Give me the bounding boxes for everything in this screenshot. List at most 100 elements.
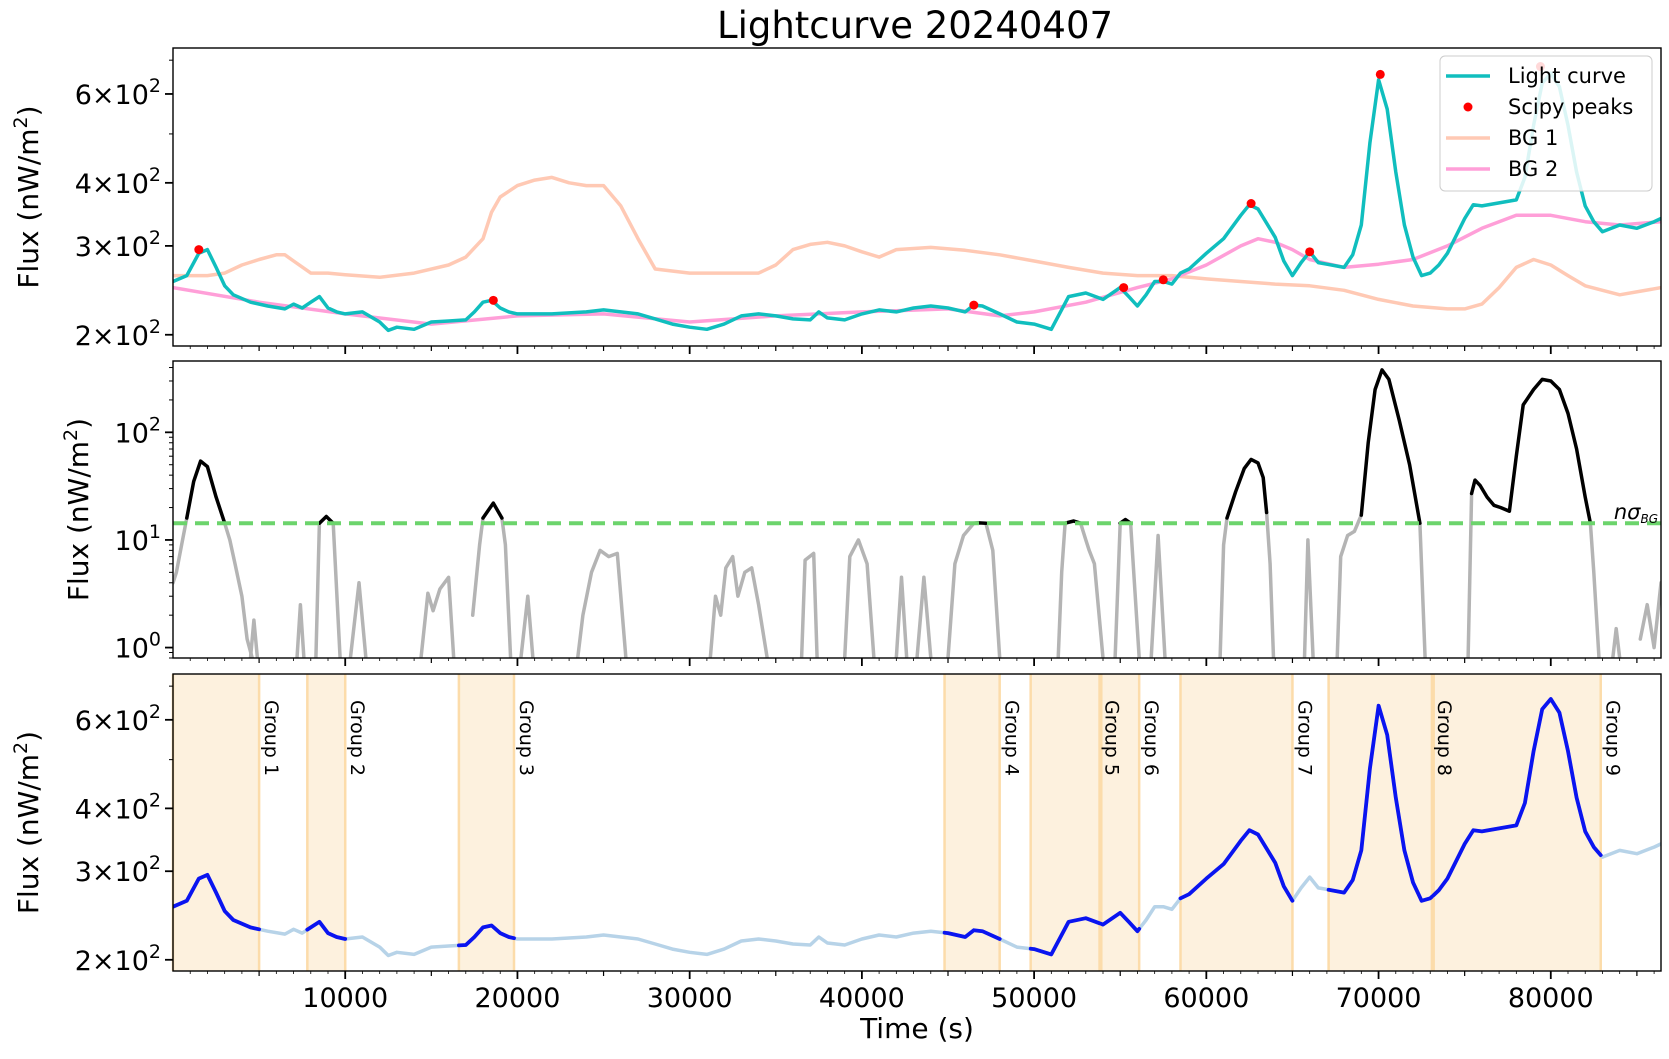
below-threshold-segment: [500, 516, 513, 658]
panel-3-ytick-label: 4×102: [75, 789, 161, 825]
chart-title: Lightcurve 20240407: [717, 4, 1113, 47]
below-threshold-segment: [1056, 521, 1067, 658]
group-label: Group 5: [1101, 700, 1123, 776]
group-curve-segment: [173, 873, 262, 932]
below-threshold-segment: [248, 618, 260, 658]
below-threshold-segment: [295, 602, 306, 658]
below-threshold-segment: [1418, 521, 1427, 658]
x-tick-label: 20000: [474, 983, 560, 1014]
below-threshold-segment: [1466, 491, 1474, 658]
below-threshold-segment: [1218, 516, 1229, 658]
panel-2-ytick-label: 101: [115, 521, 161, 557]
x-tick-label: 10000: [302, 983, 388, 1014]
x-tick-label: 70000: [1336, 983, 1422, 1014]
legend-box: [1439, 55, 1653, 192]
x-tick-label: 80000: [1508, 983, 1594, 1014]
panel-1-ytick-label: 3×102: [75, 227, 161, 263]
x-tick-label: 50000: [991, 983, 1077, 1014]
below-threshold-segment: [708, 554, 769, 658]
panel-3-frame: [172, 673, 1662, 972]
scipy-peak-point: [1375, 69, 1385, 79]
below-threshold-segment: [915, 575, 933, 658]
below-threshold-segment: [173, 516, 189, 585]
panel-2-ytick-label: 100: [115, 629, 161, 665]
group-curve-segment: [1028, 916, 1102, 957]
group-curve-segment: [456, 923, 516, 948]
group-curve-segment: [942, 928, 1002, 941]
legend-label: BG 1: [1508, 126, 1558, 150]
bg1-line: [173, 175, 1661, 311]
group-curve-segment: [1099, 910, 1142, 934]
panel-3-ytick-label: 3×102: [75, 852, 161, 888]
above-threshold-segment: [1359, 368, 1422, 525]
x-tick-label: 60000: [1163, 983, 1249, 1014]
group-span: [1328, 674, 1432, 971]
below-threshold-segment: [222, 521, 254, 658]
group-curve-segment: [305, 919, 348, 941]
below-threshold-segment: [314, 521, 322, 658]
scipy-peak-point: [1305, 247, 1315, 257]
group-label: Group 3: [515, 700, 537, 776]
above-threshold-segment: [1225, 457, 1269, 520]
below-threshold-segment: [799, 551, 819, 658]
above-threshold-segment: [317, 514, 335, 525]
legend-label: Scipy peaks: [1508, 95, 1633, 119]
x-axis-label: Time (s): [859, 1012, 974, 1045]
group-label: Group 8: [1433, 700, 1455, 776]
scipy-peak-point: [1246, 199, 1256, 209]
scipy-peak-point: [969, 300, 979, 310]
x-tick-label: 30000: [647, 983, 733, 1014]
group-curve-segment: [1326, 703, 1434, 903]
panel-2-frame: [172, 360, 1662, 659]
below-threshold-segment: [1264, 510, 1276, 658]
below-threshold-segment: [1638, 581, 1661, 650]
below-threshold-segment: [1588, 521, 1601, 658]
below-threshold-segment: [1149, 533, 1167, 658]
below-threshold-segment: [1611, 626, 1622, 658]
bg2-line: [173, 213, 1661, 326]
threshold-label: nσBG: [1614, 500, 1658, 526]
above-threshold-segment: [481, 501, 504, 520]
panel-3-ytick-label: 2×102: [75, 941, 161, 977]
group-label: Group 7: [1293, 700, 1315, 776]
below-threshold-segment: [348, 581, 368, 658]
legend-label: BG 2: [1508, 157, 1558, 181]
below-threshold-segment: [331, 521, 342, 658]
above-threshold-segment: [185, 459, 227, 525]
legend-label: Light curve: [1508, 64, 1626, 88]
light-curve-line: [173, 71, 1661, 333]
below-threshold-segment: [519, 594, 535, 658]
group-label: Group 9: [1602, 700, 1624, 776]
legend: Light curve Scipy peaks BG 1 BG 2: [1439, 55, 1653, 192]
below-threshold-segment: [894, 575, 909, 658]
scipy-peak-point: [1119, 283, 1129, 293]
scipy-peak-point: [1158, 275, 1168, 285]
group-label: Group 4: [1001, 700, 1023, 776]
panel-1-ytick-label: 4×102: [75, 164, 161, 200]
group-span: [1180, 674, 1293, 971]
panel-1-ylabel: Flux (nW/m2): [10, 105, 45, 288]
below-threshold-segment: [984, 521, 1002, 658]
group-span: [307, 674, 346, 971]
below-threshold-segment: [470, 516, 485, 617]
panel-1-frame: [172, 47, 1662, 347]
below-threshold-segment: [1078, 521, 1105, 658]
below-threshold-segment: [842, 538, 876, 658]
group-curve-segment: [1431, 697, 1603, 897]
group-label: Group 1: [260, 700, 282, 776]
group-label: Group 6: [1140, 700, 1162, 776]
group-curve-segment: [1178, 828, 1295, 903]
below-threshold-segment: [1302, 538, 1315, 658]
group-span: [944, 674, 1000, 971]
group-label: Group 2: [346, 700, 368, 776]
scipy-peak-point: [194, 245, 204, 255]
below-threshold-segment: [575, 548, 628, 658]
legend-swatch: [1463, 102, 1473, 112]
panel-3-ytick-label: 6×102: [75, 701, 161, 737]
panel-1-ytick-label: 2×102: [75, 316, 161, 352]
group-span: [458, 674, 514, 971]
below-threshold-segment: [1335, 513, 1364, 658]
below-threshold-segment: [1113, 521, 1122, 658]
above-threshold-segment: [1469, 377, 1593, 525]
